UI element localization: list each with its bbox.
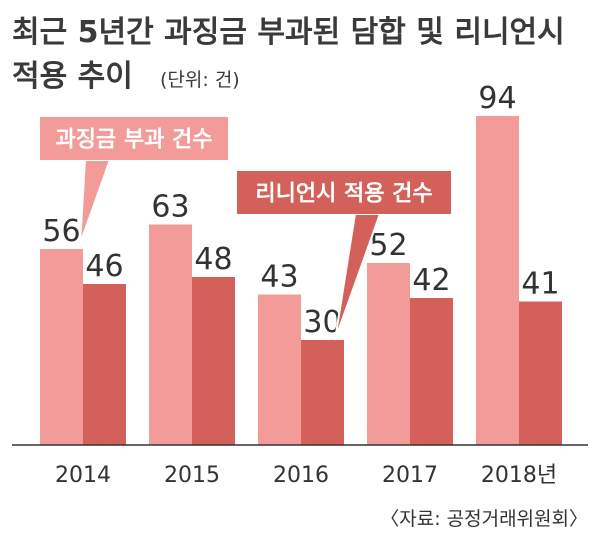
- unit-label: (단위: 건): [160, 69, 240, 91]
- series-callout-2: 리니언시 적용 건수: [237, 171, 451, 341]
- bar-2014-series1: [40, 249, 83, 445]
- bar-2015-series1: [149, 224, 192, 445]
- value-label-2014-series2: 46: [85, 249, 123, 284]
- source-note: 〈자료: 공정거래위원회〉: [380, 508, 588, 530]
- bar-2015-series2: [192, 277, 235, 445]
- value-label-2015-series1: 63: [151, 190, 189, 225]
- category-label-2018년: 2018년: [481, 463, 557, 488]
- callout-pointer-1: [79, 159, 112, 245]
- category-label-2014: 2014: [55, 463, 111, 488]
- bar-2018년-series2: [519, 301, 562, 445]
- category-label-2016: 2016: [273, 463, 329, 488]
- value-label-2014-series1: 56: [42, 214, 80, 249]
- bar-2017-series2: [410, 298, 453, 445]
- bar-2016-series1: [258, 294, 301, 445]
- bar-2017-series1: [367, 263, 410, 445]
- series-name-label-2: 리니언시 적용 건수: [255, 182, 432, 207]
- value-label-2015-series2: 48: [194, 242, 232, 277]
- category-labels-layer: 2014 2015 2016 2017 2018년: [55, 463, 557, 488]
- bars-layer: [40, 116, 562, 445]
- value-label-2018년-series1: 94: [478, 81, 516, 116]
- bar-2014-series2: [83, 284, 126, 445]
- value-label-2017-series1: 52: [369, 228, 407, 263]
- callout-box-2: [237, 171, 451, 214]
- value-label-2017-series2: 42: [412, 263, 450, 298]
- bar-2018년-series1: [476, 116, 519, 445]
- chart-title-line2: 적용 추이: [12, 59, 133, 94]
- series-callout-1: 과징금 부과 건수: [40, 117, 228, 245]
- callout-box-1: [40, 117, 228, 160]
- chart-title-line1: 최근 5년간 과징금 부과된 담합 및 리니언시: [12, 15, 565, 50]
- series-name-label-1: 과징금 부과 건수: [56, 128, 213, 153]
- category-label-2015: 2015: [164, 463, 220, 488]
- category-label-2017: 2017: [382, 463, 438, 488]
- value-label-2018년-series2: 41: [521, 267, 559, 302]
- bar-2016-series2: [301, 340, 344, 445]
- value-label-2016-series1: 43: [260, 260, 298, 295]
